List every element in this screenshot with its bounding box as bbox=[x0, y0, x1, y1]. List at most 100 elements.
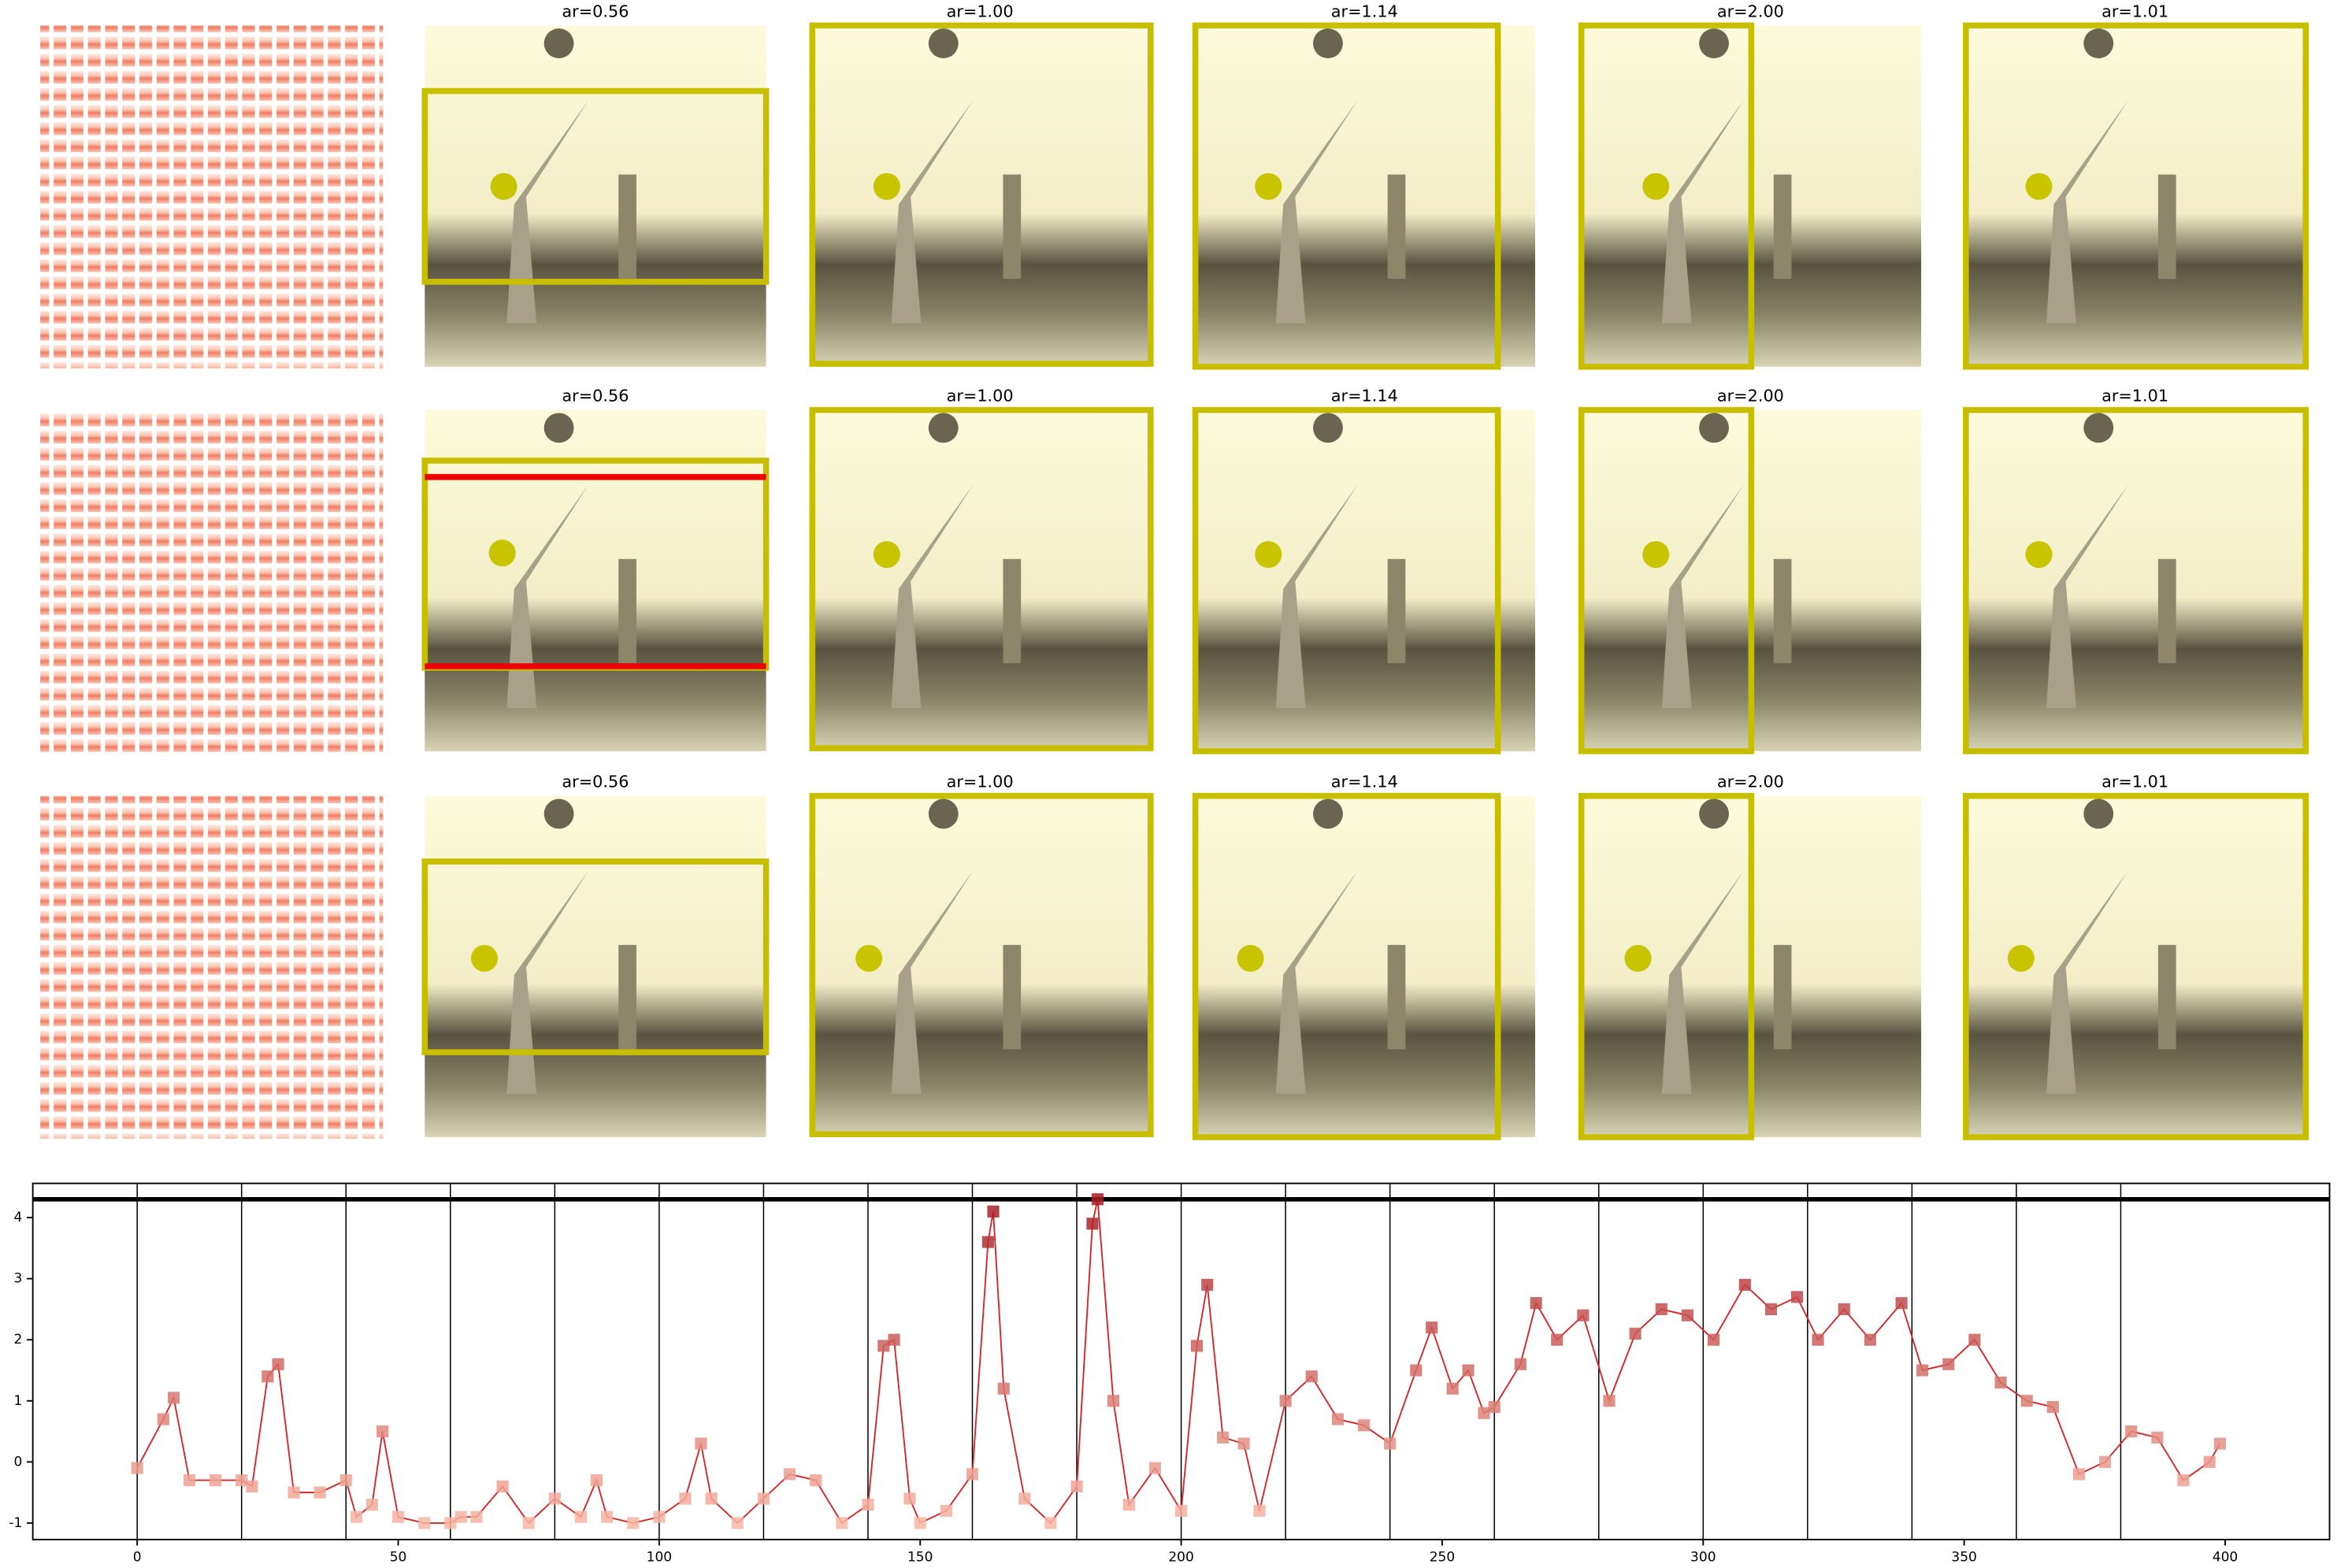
marker bbox=[313, 1486, 326, 1499]
crop-box bbox=[421, 87, 770, 285]
marker bbox=[1410, 1364, 1423, 1377]
marker bbox=[1426, 1321, 1438, 1334]
ball bbox=[1313, 413, 1343, 443]
marker bbox=[2020, 1395, 2033, 1407]
marker bbox=[1838, 1303, 1850, 1315]
marker bbox=[1764, 1303, 1778, 1315]
keypoint bbox=[490, 172, 517, 200]
marker bbox=[1357, 1419, 1371, 1432]
crop-box bbox=[1578, 22, 1755, 370]
panel-title: ar=1.00 bbox=[947, 2, 1014, 20]
athlete bbox=[891, 870, 974, 1095]
marker bbox=[574, 1511, 588, 1523]
marker bbox=[862, 1499, 874, 1511]
building bbox=[1003, 174, 1022, 280]
athlete bbox=[2046, 99, 2129, 324]
x-tick-label: 400 bbox=[2213, 1550, 2238, 1566]
photo bbox=[425, 410, 766, 751]
ball bbox=[928, 799, 959, 829]
athlete bbox=[1661, 484, 1744, 708]
marker bbox=[877, 1340, 890, 1352]
marker bbox=[418, 1517, 431, 1529]
series-line bbox=[136, 1199, 2221, 1525]
marker bbox=[1253, 1504, 1266, 1517]
y-tick-label: 2 bbox=[14, 1332, 23, 1347]
marker bbox=[470, 1511, 483, 1523]
marker bbox=[548, 1492, 561, 1505]
marker bbox=[1968, 1333, 1981, 1346]
marker bbox=[1942, 1358, 1955, 1370]
marker bbox=[246, 1480, 258, 1492]
crop-box bbox=[1963, 792, 2309, 1140]
keypoint bbox=[2025, 541, 2053, 569]
marker bbox=[679, 1492, 692, 1505]
panel-title: ar=1.14 bbox=[1331, 387, 1398, 406]
marker bbox=[1086, 1218, 1099, 1230]
marker bbox=[377, 1425, 389, 1438]
building bbox=[2157, 944, 2176, 1050]
marker bbox=[914, 1517, 926, 1529]
marker bbox=[236, 1474, 248, 1487]
x-tick-label: 350 bbox=[1951, 1550, 1976, 1566]
photo bbox=[1964, 25, 2306, 367]
panel-title: ar=2.00 bbox=[1717, 773, 1784, 791]
crop-box bbox=[1192, 406, 1501, 754]
building bbox=[1387, 558, 1406, 664]
marker bbox=[1629, 1327, 1641, 1340]
athlete bbox=[1275, 484, 1358, 708]
marker bbox=[1530, 1297, 1542, 1310]
marker bbox=[1148, 1462, 1162, 1474]
photo bbox=[1193, 410, 1535, 751]
y-tick-label: 0 bbox=[14, 1454, 23, 1470]
x-tick-label: 250 bbox=[1430, 1550, 1455, 1566]
marker bbox=[287, 1486, 300, 1499]
marker bbox=[981, 1236, 994, 1248]
marker bbox=[836, 1517, 848, 1529]
panel-title: ar=1.14 bbox=[1331, 2, 1398, 20]
keypoint bbox=[855, 944, 883, 972]
marker bbox=[1681, 1309, 1693, 1321]
marker bbox=[940, 1504, 952, 1517]
marker bbox=[210, 1474, 222, 1487]
keypoint bbox=[1642, 172, 1670, 200]
athlete bbox=[1661, 99, 1744, 324]
y-tick-label: 4 bbox=[14, 1210, 23, 1225]
marker bbox=[1201, 1278, 1214, 1291]
marker bbox=[1551, 1333, 1564, 1346]
athlete bbox=[1275, 870, 1358, 1095]
marker bbox=[1190, 1340, 1204, 1352]
marker bbox=[2151, 1431, 2164, 1444]
photo bbox=[1964, 410, 2306, 751]
marker bbox=[496, 1480, 509, 1492]
photo bbox=[425, 25, 766, 367]
keypoint bbox=[1255, 541, 1282, 569]
athlete bbox=[891, 484, 974, 708]
marker bbox=[1812, 1333, 1824, 1346]
marker bbox=[183, 1474, 196, 1487]
keypoint bbox=[2007, 944, 2035, 972]
marker bbox=[1707, 1333, 1720, 1346]
heatmap-image bbox=[40, 795, 384, 1139]
marker bbox=[653, 1511, 666, 1523]
marker bbox=[601, 1511, 614, 1523]
marker bbox=[1279, 1395, 1292, 1407]
marker bbox=[757, 1492, 770, 1505]
marker bbox=[2177, 1474, 2190, 1487]
marker bbox=[1895, 1297, 1908, 1310]
panel-title: ar=1.01 bbox=[2101, 2, 2168, 20]
panel-title: ar=1.00 bbox=[947, 387, 1014, 406]
athlete bbox=[506, 99, 589, 324]
x-tick-label: 0 bbox=[133, 1550, 142, 1566]
marker bbox=[783, 1468, 796, 1481]
ball bbox=[2083, 28, 2114, 58]
crop-box bbox=[809, 22, 1154, 367]
marker bbox=[705, 1492, 718, 1505]
marker bbox=[810, 1474, 822, 1487]
crop-box bbox=[1192, 22, 1501, 370]
marker bbox=[157, 1413, 169, 1425]
heatmap-image bbox=[40, 410, 384, 753]
marker bbox=[2213, 1437, 2226, 1450]
panel-title: ar=1.01 bbox=[2101, 387, 2168, 406]
marker bbox=[444, 1517, 457, 1529]
